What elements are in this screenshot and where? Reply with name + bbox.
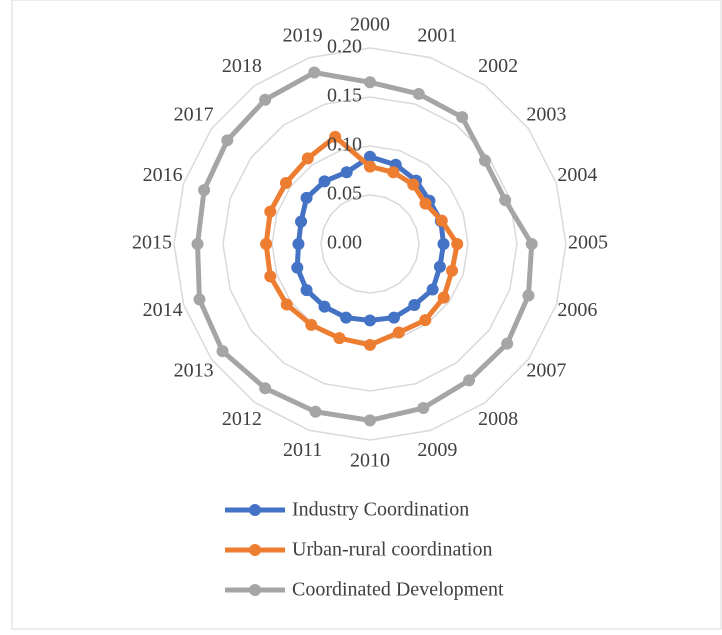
- data-point: [364, 160, 376, 173]
- series-line: [195, 70, 535, 423]
- category-label: 2016: [143, 164, 183, 186]
- r-tick-label: 0.20: [327, 36, 362, 58]
- category-label: 2010: [350, 450, 390, 472]
- category-label: 2002: [478, 55, 518, 77]
- grid-ring: [222, 96, 518, 392]
- data-point: [478, 154, 491, 167]
- data-point: [308, 66, 321, 79]
- data-point: [364, 314, 376, 327]
- r-tick-label: 0.05: [327, 183, 362, 205]
- r-tick-label: 0.00: [327, 232, 362, 254]
- data-point: [340, 311, 353, 324]
- category-label: 2017: [174, 103, 214, 125]
- data-point: [435, 214, 448, 227]
- category-label: 2005: [568, 232, 608, 254]
- data-point: [451, 238, 464, 250]
- grid-ring: [320, 194, 420, 294]
- data-point: [437, 291, 450, 304]
- data-point: [295, 215, 308, 228]
- category-label: 2012: [222, 408, 262, 430]
- data-point: [364, 150, 376, 163]
- data-point: [417, 402, 430, 415]
- chart-frame: [11, 0, 722, 630]
- category-label: 2015: [132, 232, 172, 254]
- data-point: [309, 405, 322, 418]
- data-point: [499, 194, 512, 207]
- data-point: [216, 345, 229, 358]
- legend-marker: [249, 544, 261, 556]
- data-point: [419, 197, 432, 210]
- grid-ring: [173, 47, 567, 441]
- data-point: [364, 76, 376, 89]
- legend-marker: [249, 504, 261, 516]
- data-point: [364, 414, 376, 427]
- data-point: [392, 326, 405, 339]
- data-point: [259, 93, 272, 106]
- data-point: [426, 283, 439, 296]
- category-label: 2019: [283, 24, 323, 46]
- data-point: [198, 184, 211, 197]
- data-point: [412, 87, 425, 100]
- data-point: [301, 152, 314, 165]
- data-point: [446, 264, 459, 277]
- category-label: 2014: [143, 299, 183, 321]
- data-point: [193, 293, 206, 306]
- data-point: [280, 298, 293, 311]
- data-point: [456, 111, 469, 124]
- data-point: [522, 289, 535, 302]
- data-point: [387, 311, 400, 324]
- category-label: 2004: [557, 164, 597, 186]
- data-point: [525, 238, 538, 250]
- data-point: [264, 205, 277, 218]
- data-point: [292, 238, 305, 250]
- data-point: [419, 314, 432, 327]
- data-point: [291, 261, 304, 274]
- data-point: [408, 299, 421, 312]
- legend-label: Urban-rural coordination: [292, 539, 492, 561]
- r-tick-label: 0.10: [327, 134, 362, 156]
- category-label: 2000: [350, 14, 390, 36]
- data-point: [387, 166, 400, 179]
- data-point: [300, 191, 313, 204]
- data-point: [279, 176, 292, 189]
- data-point: [259, 382, 272, 395]
- data-point: [333, 332, 346, 345]
- legend-label: Industry Coordination: [292, 499, 469, 521]
- data-point: [264, 270, 277, 283]
- data-point: [221, 134, 234, 147]
- data-point: [407, 178, 420, 191]
- r-tick-label: 0.15: [327, 85, 362, 107]
- category-label: 2013: [174, 360, 214, 382]
- category-label: 2018: [222, 55, 262, 77]
- category-label: 2003: [526, 103, 566, 125]
- category-label: 2011: [283, 439, 322, 461]
- data-point: [318, 175, 331, 188]
- data-point: [305, 318, 318, 331]
- data-point: [364, 338, 376, 351]
- data-point: [300, 284, 313, 297]
- category-label: 2009: [417, 439, 457, 461]
- category-label: 2006: [557, 299, 597, 321]
- data-point: [329, 130, 342, 143]
- data-point: [191, 238, 204, 250]
- data-point: [433, 260, 446, 273]
- category-label: 2001: [417, 24, 457, 46]
- data-point: [437, 238, 450, 250]
- category-label: 2007: [526, 360, 566, 382]
- legend-marker: [249, 584, 261, 596]
- data-point: [260, 238, 273, 250]
- data-point: [463, 374, 476, 387]
- data-point: [501, 337, 514, 350]
- category-label: 2008: [478, 408, 518, 430]
- legend-label: Coordinated Development: [292, 579, 504, 601]
- data-point: [340, 166, 353, 179]
- data-point: [318, 300, 331, 313]
